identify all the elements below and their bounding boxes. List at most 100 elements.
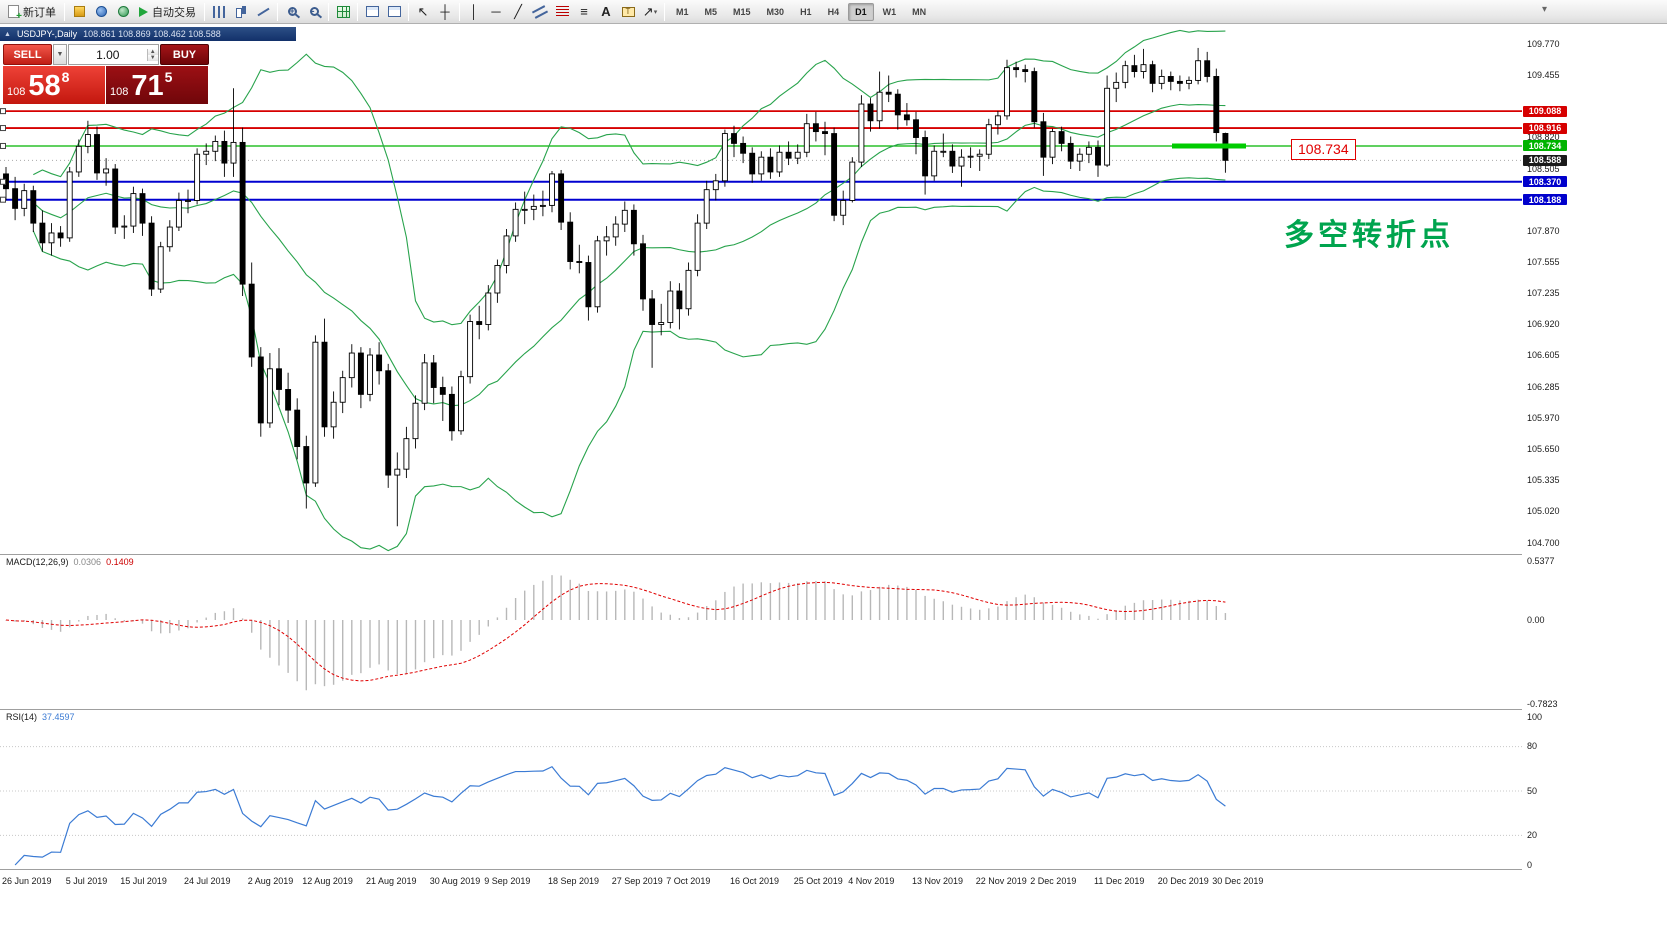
- auto-trading-button[interactable]: 自动交易: [134, 2, 201, 22]
- vertical-line-icon[interactable]: │: [469, 4, 479, 19]
- rsi-label: RSI(14) 37.4597: [6, 712, 75, 722]
- channel-icon[interactable]: [529, 2, 551, 22]
- separator: [357, 2, 358, 21]
- axis-tick: 109.770: [1527, 39, 1560, 49]
- date-label: 15 Jul 2019: [120, 876, 167, 886]
- buy-button[interactable]: BUY: [160, 44, 209, 65]
- price-axis[interactable]: 109.770 109.455 108.820 108.505 107.870 107.5…: [1522, 24, 1667, 924]
- date-label: 7 Oct 2019: [666, 876, 711, 886]
- shapes-icon[interactable]: ≡: [580, 4, 588, 19]
- price-tag: 108.916: [1523, 122, 1567, 134]
- price-tag: 108.370: [1523, 176, 1567, 188]
- date-label: 5 Jul 2019: [65, 876, 108, 886]
- one-click-trading-panel: SELL ▼ ▲ ▼ BUY 108 58 8 108 71 5: [3, 44, 209, 104]
- price-tag: 108.588: [1523, 154, 1567, 166]
- date-label: 30 Dec 2019: [1212, 876, 1264, 886]
- timeframe-button-M30[interactable]: M30: [766, 6, 785, 17]
- chart-title-bar[interactable]: ▲ USDJPY-,Daily 108.861 108.869 108.462 …: [0, 27, 296, 41]
- date-axis[interactable]: 26 Jun 2019 5 Jul 2019 15 Jul 2019 24 Jul 2…: [0, 869, 1522, 895]
- text-label-icon[interactable]: T: [617, 2, 639, 22]
- auto-scroll-icon[interactable]: [361, 2, 383, 22]
- separator: [328, 2, 329, 21]
- line-chart-icon[interactable]: [252, 2, 274, 22]
- separator: [204, 2, 205, 21]
- timeframe-button-H4[interactable]: H4: [827, 6, 840, 17]
- new-order-button[interactable]: 新订单: [3, 2, 61, 22]
- date-label: 21 Aug 2019: [366, 876, 417, 886]
- bar-chart-icon[interactable]: [208, 2, 230, 22]
- date-label: 16 Oct 2019: [730, 876, 780, 886]
- volume-input[interactable]: [69, 47, 147, 62]
- timeframe-button-W1[interactable]: W1: [882, 6, 897, 17]
- timeframe-button-H1[interactable]: H1: [800, 6, 812, 17]
- separator: [664, 2, 665, 21]
- date-label: 22 Nov 2019: [975, 876, 1027, 886]
- axis-tick: 107.235: [1527, 288, 1560, 299]
- axis-tick: 105.970: [1527, 412, 1560, 423]
- axis-tick: 105.020: [1527, 506, 1560, 517]
- date-label: 13 Nov 2019: [912, 876, 964, 886]
- date-label: 25 Oct 2019: [793, 876, 843, 886]
- axis-tick: 107.870: [1527, 225, 1560, 236]
- sell-button[interactable]: SELL: [3, 44, 52, 65]
- price-tag: 108.734: [1523, 140, 1567, 152]
- axis-tick: 50: [1527, 785, 1538, 796]
- symbol-title: USDJPY-,Daily: [16, 29, 78, 39]
- candlestick-chart-icon[interactable]: [230, 2, 252, 22]
- date-label: 4 Nov 2019: [848, 876, 895, 886]
- new-order-icon: [8, 5, 22, 22]
- axis-tick: 107.555: [1527, 257, 1560, 267]
- crosshair-icon[interactable]: ┼: [440, 4, 450, 19]
- trendline-icon[interactable]: ╱: [514, 3, 522, 19]
- separator: [459, 2, 460, 21]
- axis-tick: 105.335: [1527, 475, 1560, 486]
- toolbar-overflow-icon[interactable]: ▾: [1541, 4, 1547, 15]
- restore-window-icon[interactable]: ▲: [4, 30, 11, 38]
- text-icon[interactable]: A: [601, 4, 611, 19]
- axis-tick: -0.7823: [1527, 698, 1558, 709]
- ohlc-values: 108.861 108.869 108.462 108.588: [83, 29, 221, 39]
- cursor-icon[interactable]: ↖: [417, 3, 429, 19]
- timeframe-button-M1[interactable]: M1: [676, 6, 689, 17]
- horizontal-line-icon[interactable]: ─: [491, 4, 501, 19]
- volume-dropdown-button[interactable]: ▼: [53, 44, 67, 65]
- date-label: 30 Aug 2019: [429, 876, 481, 886]
- market-watch-icon[interactable]: [90, 2, 112, 22]
- date-label: 18 Sep 2019: [548, 876, 600, 886]
- fibonacci-icon[interactable]: [551, 2, 573, 22]
- axis-tick: 108.505: [1527, 163, 1560, 174]
- arrows-icon[interactable]: ↗ ▾: [642, 3, 658, 19]
- price-annotation-label[interactable]: 108.734: [1291, 139, 1356, 160]
- chinese-annotation[interactable]: 多空转折点: [1284, 219, 1454, 252]
- axis-tick: 104.700: [1527, 537, 1560, 548]
- timeframe-button-M15[interactable]: M15: [733, 6, 751, 17]
- volume-decrease-button[interactable]: ▼: [147, 54, 158, 61]
- date-label: 12 Aug 2019: [302, 876, 353, 886]
- separator: [277, 2, 278, 21]
- tile-windows-icon[interactable]: [332, 2, 354, 22]
- axis-tick: 105.650: [1527, 444, 1560, 455]
- price-tag: 109.088: [1523, 105, 1567, 117]
- buy-price-display[interactable]: 108 71 5: [106, 66, 208, 104]
- macd-panel[interactable]: [0, 554, 1522, 709]
- auto-trading-label: 自动交易: [152, 6, 196, 19]
- volume-increase-button[interactable]: ▲: [147, 48, 158, 55]
- axis-tick: 100: [1527, 711, 1543, 722]
- timeframe-button-M5[interactable]: M5: [704, 6, 718, 17]
- profiles-icon[interactable]: [68, 2, 90, 22]
- community-icon[interactable]: [112, 2, 134, 22]
- chart-shift-icon[interactable]: [383, 2, 405, 22]
- separator: [408, 2, 409, 21]
- macd-label: MACD(12,26,9) 0.0306 0.1409: [6, 557, 134, 567]
- axis-tick: 20: [1527, 829, 1538, 840]
- timeframe-button-D1[interactable]: D1: [848, 2, 874, 21]
- timeframe-button-MN[interactable]: MN: [912, 6, 927, 17]
- axis-tick: 108.820: [1527, 132, 1560, 143]
- price-chart[interactable]: [0, 24, 1522, 554]
- date-label: 24 Jul 2019: [184, 876, 231, 886]
- rsi-panel[interactable]: [0, 709, 1522, 869]
- zoom-out-icon[interactable]: -: [303, 2, 325, 22]
- zoom-in-icon[interactable]: +: [287, 6, 297, 16]
- sell-price-display[interactable]: 108 58 8: [3, 66, 105, 104]
